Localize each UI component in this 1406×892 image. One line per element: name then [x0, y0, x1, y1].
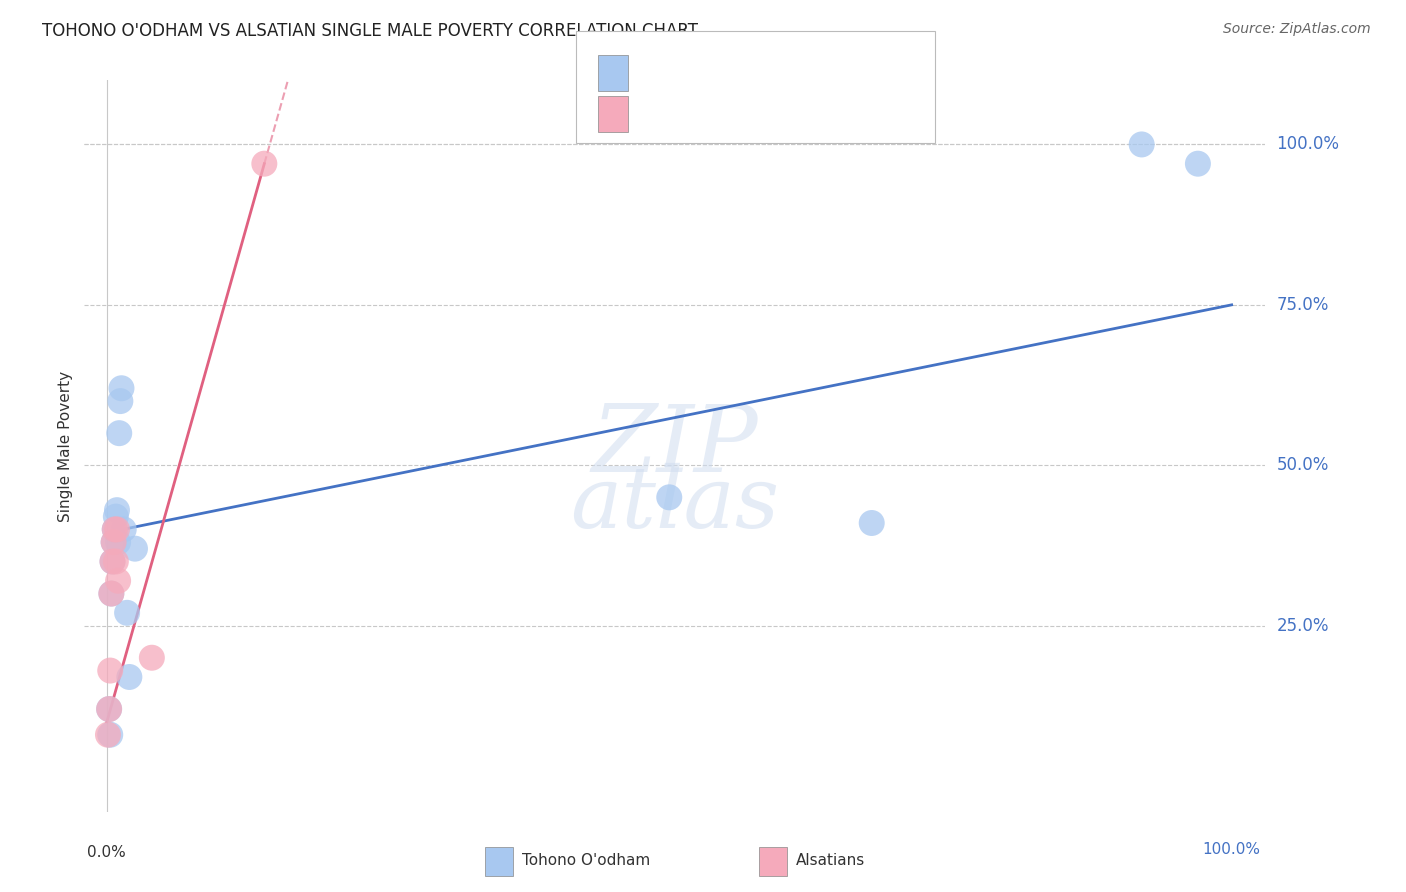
Point	[101, 554, 124, 568]
Point	[658, 491, 681, 505]
Point	[98, 702, 121, 716]
Point	[105, 503, 128, 517]
Point	[98, 664, 121, 678]
Point	[253, 157, 276, 171]
Text: 50.0%: 50.0%	[1277, 456, 1329, 475]
Text: 75.0%: 75.0%	[1277, 296, 1329, 314]
Point	[100, 586, 122, 600]
Text: R =: R =	[640, 62, 679, 79]
Text: 0.0%: 0.0%	[87, 845, 127, 860]
Point	[141, 650, 163, 665]
Point	[104, 554, 127, 568]
Point	[98, 728, 121, 742]
Point	[103, 535, 125, 549]
Text: N =: N =	[780, 103, 820, 120]
Text: Tohono O'odham: Tohono O'odham	[522, 854, 650, 868]
Text: 25.0%: 25.0%	[1277, 616, 1329, 634]
Point	[124, 541, 146, 556]
Point	[98, 702, 121, 716]
Point	[110, 381, 132, 395]
Text: atlas: atlas	[571, 463, 779, 546]
Point	[108, 426, 131, 441]
Text: Alsatians: Alsatians	[796, 854, 865, 868]
Text: 20: 20	[820, 62, 845, 79]
Text: 0.719: 0.719	[679, 103, 735, 120]
Point	[104, 523, 127, 537]
Y-axis label: Single Male Poverty: Single Male Poverty	[58, 370, 73, 522]
Point	[105, 523, 128, 537]
Point	[100, 586, 122, 600]
Text: 100.0%: 100.0%	[1277, 136, 1340, 153]
Text: TOHONO O'ODHAM VS ALSATIAN SINGLE MALE POVERTY CORRELATION CHART: TOHONO O'ODHAM VS ALSATIAN SINGLE MALE P…	[42, 22, 699, 40]
Point	[860, 516, 883, 530]
Text: N =: N =	[780, 62, 820, 79]
Point	[107, 535, 129, 549]
Text: Source: ZipAtlas.com: Source: ZipAtlas.com	[1223, 22, 1371, 37]
Text: 100.0%: 100.0%	[1202, 842, 1261, 857]
Point	[1130, 137, 1153, 152]
Point	[101, 554, 124, 568]
Point	[1187, 157, 1209, 171]
Text: ZIP: ZIP	[592, 401, 758, 491]
Point	[112, 523, 135, 537]
Text: 12: 12	[820, 103, 845, 120]
Point	[107, 574, 129, 588]
Text: R =: R =	[640, 103, 679, 120]
Point	[115, 606, 138, 620]
Point	[104, 509, 127, 524]
Point	[118, 670, 141, 684]
Text: 0.514: 0.514	[679, 62, 735, 79]
Point	[97, 728, 120, 742]
Point	[103, 535, 125, 549]
Point	[104, 523, 127, 537]
Point	[110, 394, 132, 409]
